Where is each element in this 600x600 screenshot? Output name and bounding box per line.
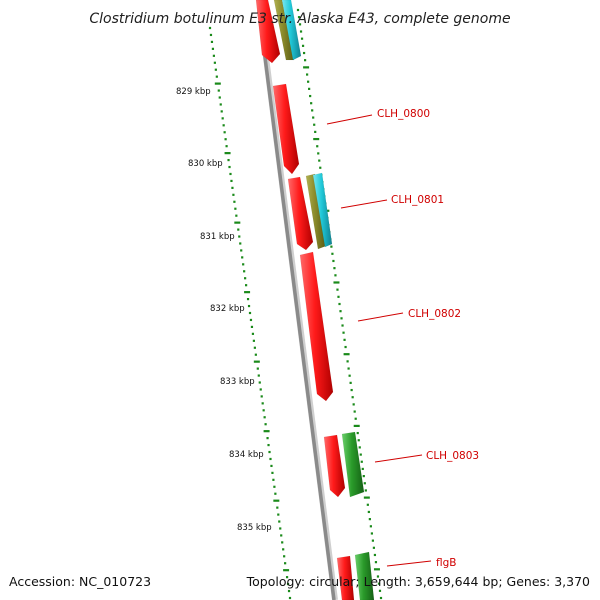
scale-labels: 829 kbp 830 kbp 831 kbp 832 kbp 833 kbp …: [176, 87, 272, 533]
gene-clh-0803-red: [323, 434, 346, 498]
gene-red: [255, 0, 281, 64]
gene-label-clh-0803: CLH_0803: [426, 450, 479, 462]
scale-tick-label: 830 kbp: [188, 159, 223, 169]
gene-clh-0800: [272, 83, 300, 175]
scale-tick-label: 832 kbp: [210, 304, 245, 314]
scale-tick-label: 829 kbp: [176, 87, 211, 97]
inner-tick-ring: [208, 26, 292, 600]
accession-text: Accession: NC_010723: [9, 574, 151, 589]
gene-label-clh-0801: CLH_0801: [391, 194, 444, 206]
map-title: Clostridium botulinum E3 str. Alaska E43…: [89, 11, 510, 27]
scale-tick-label: 833 kbp: [220, 377, 255, 387]
gene-features: [255, 0, 375, 600]
gene-clh-0802: [299, 251, 334, 402]
gene-label-clh-0800: CLH_0800: [377, 108, 430, 120]
gene-clh-0801-red: [287, 176, 314, 251]
gene-label-flgb: flgB: [436, 557, 456, 569]
gene-callouts: CLH_0800 CLH_0801 CLH_0802 CLH_0803 flgB: [326, 108, 479, 569]
gene-flgb-red: [336, 555, 355, 600]
gene-olive: [273, 0, 295, 61]
outer-tick-ring: [296, 8, 383, 600]
gene-flgb-green: [354, 551, 375, 600]
genome-backbone: [257, 9, 338, 600]
scale-tick-label: 831 kbp: [200, 232, 235, 242]
gene-clh-0801-cyan: [312, 172, 333, 248]
scale-tick-label: 835 kbp: [237, 523, 272, 533]
genome-summary-text: Topology: circular; Length: 3,659,644 bp…: [246, 574, 590, 589]
gene-cyan: [281, 0, 302, 61]
gene-clh-0803-green: [341, 431, 365, 498]
scale-tick-label: 834 kbp: [229, 450, 264, 460]
gene-label-clh-0802: CLH_0802: [408, 308, 461, 320]
